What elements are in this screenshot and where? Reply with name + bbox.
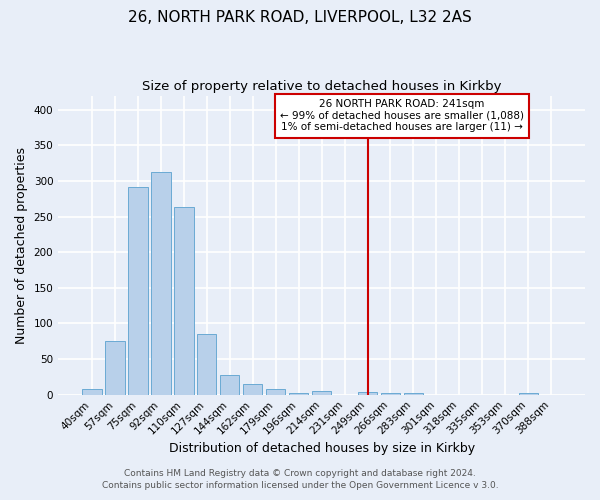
Bar [220, 375, 239, 394]
Text: 26, NORTH PARK ROAD, LIVERPOOL, L32 2AS: 26, NORTH PARK ROAD, LIVERPOOL, L32 2AS [128, 10, 472, 25]
Bar [312, 391, 331, 394]
Bar [174, 208, 194, 394]
Text: Contains HM Land Registry data © Crown copyright and database right 2024.
Contai: Contains HM Land Registry data © Crown c… [101, 468, 499, 490]
Bar [82, 389, 101, 394]
Bar [404, 392, 423, 394]
X-axis label: Distribution of detached houses by size in Kirkby: Distribution of detached houses by size … [169, 442, 475, 455]
Bar [105, 342, 125, 394]
Bar [128, 186, 148, 394]
Bar [518, 392, 538, 394]
Y-axis label: Number of detached properties: Number of detached properties [15, 146, 28, 344]
Bar [381, 392, 400, 394]
Title: Size of property relative to detached houses in Kirkby: Size of property relative to detached ho… [142, 80, 502, 93]
Bar [197, 334, 217, 394]
Bar [358, 392, 377, 394]
Text: 26 NORTH PARK ROAD: 241sqm
← 99% of detached houses are smaller (1,088)
1% of se: 26 NORTH PARK ROAD: 241sqm ← 99% of deta… [280, 99, 524, 132]
Bar [151, 172, 170, 394]
Bar [266, 389, 286, 394]
Bar [289, 392, 308, 394]
Bar [243, 384, 262, 394]
